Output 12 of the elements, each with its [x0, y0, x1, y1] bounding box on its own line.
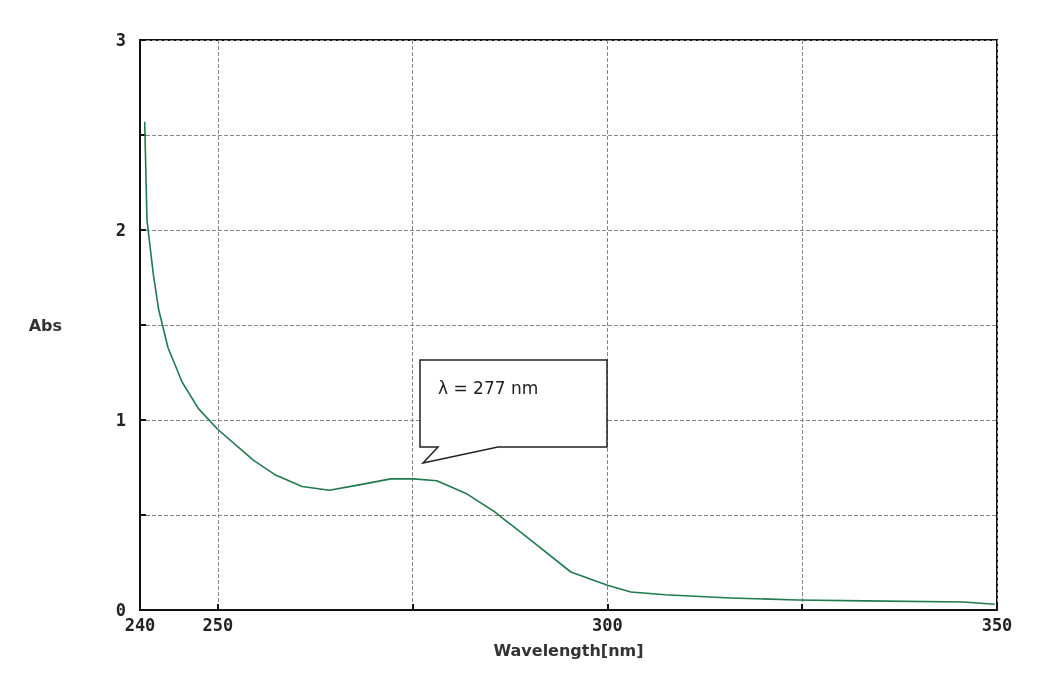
- x-axis-title: Wavelength[nm]: [493, 640, 644, 660]
- y-tick-label: 3: [115, 30, 126, 50]
- y-tick-label: 1: [115, 410, 126, 430]
- y-tick-label: 2: [115, 220, 126, 240]
- line-series: [143, 120, 996, 606]
- y-tick-label: 0: [115, 600, 126, 620]
- x-tick-label: 300: [592, 614, 623, 635]
- x-tick-label: 250: [202, 614, 234, 635]
- x-tick-label: 350: [981, 614, 1013, 635]
- x-tick-label: 240: [124, 614, 156, 635]
- annotation: λ = 277 nm: [438, 378, 539, 398]
- y-axis-title: Abs: [28, 315, 62, 335]
